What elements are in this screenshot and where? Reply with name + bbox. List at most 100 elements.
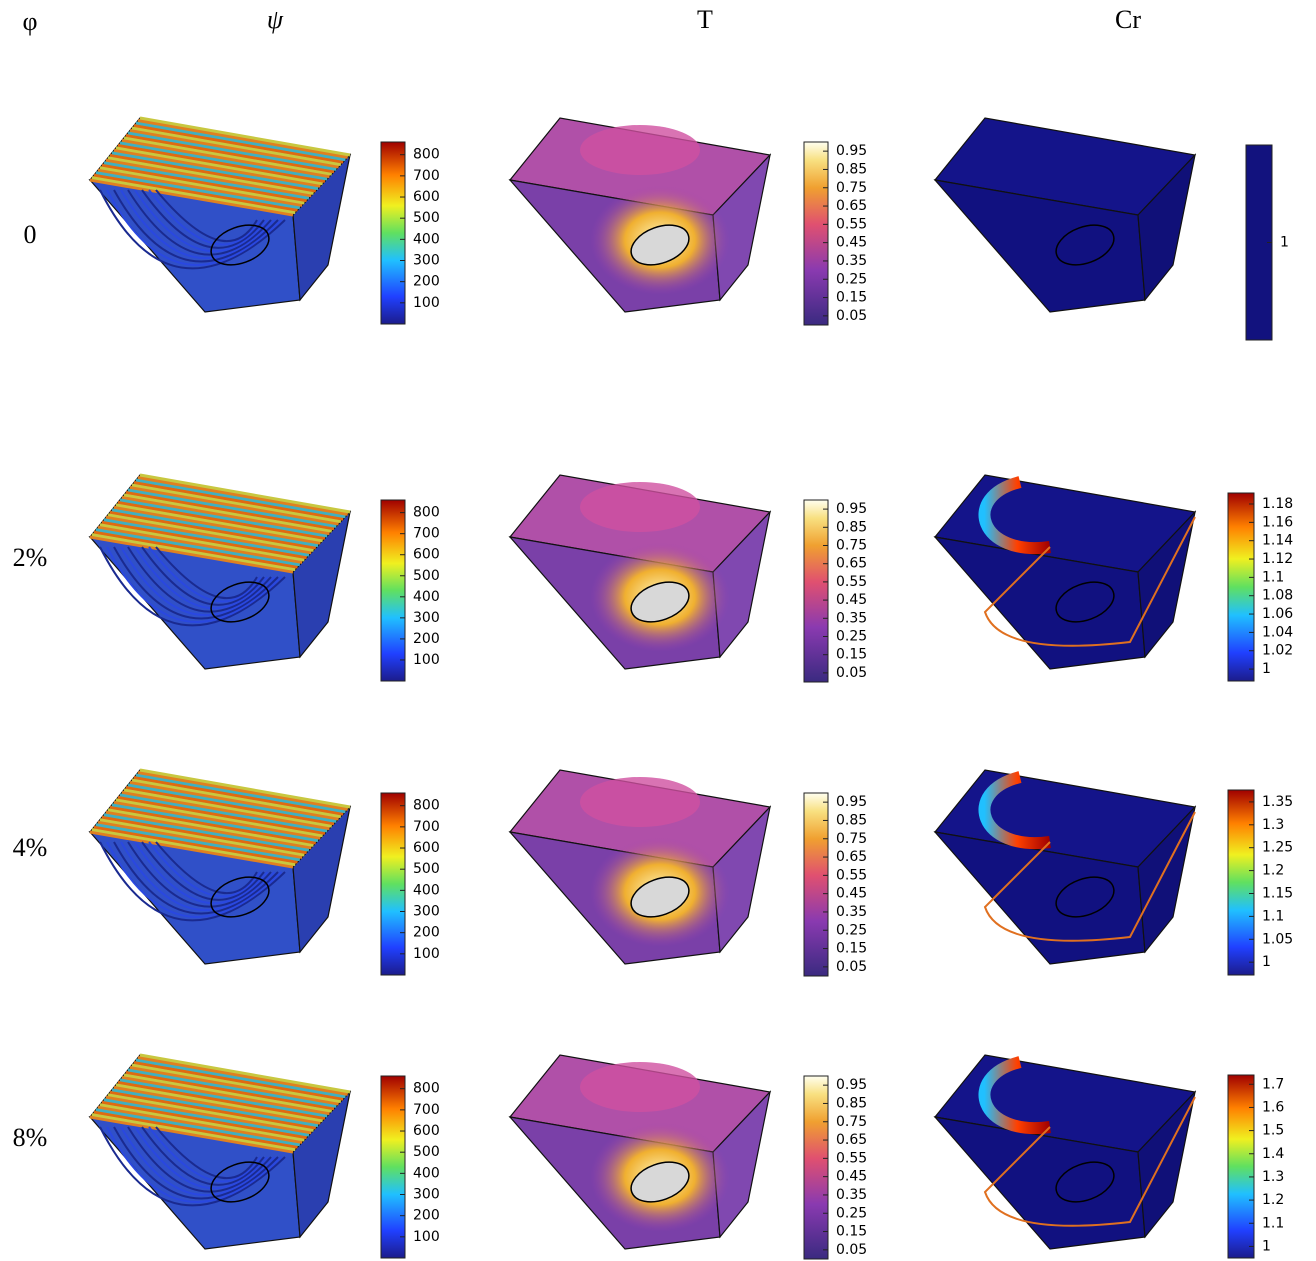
tick-label: 0.65: [836, 1132, 867, 1148]
tick-label: 0.15: [836, 941, 867, 957]
colorbar: [1228, 1075, 1254, 1258]
tick-label: 1.35: [1262, 794, 1293, 810]
tick-label: 0.05: [836, 959, 867, 975]
tick-label: 0.55: [836, 574, 867, 590]
tick-label: 0.35: [836, 1187, 867, 1203]
colorbar: [381, 1076, 405, 1258]
tick-label: 1.2: [1262, 863, 1284, 879]
tick-label: 1.3: [1262, 1169, 1284, 1185]
tick-label: 400: [413, 589, 440, 605]
tick-label: 0.85: [836, 1095, 867, 1111]
tick-label: 1: [1262, 1238, 1271, 1254]
tick-label: 1.05: [1262, 931, 1293, 947]
plume: [580, 777, 700, 827]
tick-label: 0.45: [836, 592, 867, 608]
tick-label: 0.25: [836, 922, 867, 938]
tick-label: 400: [413, 1165, 440, 1181]
tick-label: 200: [413, 925, 440, 941]
tick-label: 100: [413, 295, 440, 311]
tick-label: 0.85: [836, 519, 867, 535]
tick-label: 1.08: [1262, 588, 1293, 604]
tick-label: 300: [413, 610, 440, 626]
tick-label: 1.15: [1262, 885, 1293, 901]
row: 4%1002003004005006007008000.050.150.250.…: [13, 770, 1294, 976]
tick-label: 1.18: [1262, 496, 1293, 512]
row: 8%1002003004005006007008000.050.150.250.…: [13, 1055, 1285, 1259]
tick-label: 0.05: [836, 308, 867, 324]
tick-label: 1.2: [1262, 1192, 1284, 1208]
colorbar: [1228, 493, 1254, 681]
colorbar: [381, 500, 405, 681]
row-label: 8%: [13, 1123, 48, 1152]
plume: [580, 125, 700, 175]
tick-label: 0.45: [836, 235, 867, 251]
tick-label: 1.5: [1262, 1123, 1284, 1139]
tick-label: 0.55: [836, 867, 867, 883]
plume: [580, 1062, 700, 1112]
tick-label: 1.02: [1262, 643, 1293, 659]
tick-label: 300: [413, 1187, 440, 1203]
tick-label: 700: [413, 819, 440, 835]
tick-label: 0.65: [836, 198, 867, 214]
tick-label: 300: [413, 253, 440, 269]
tick-label: 300: [413, 904, 440, 920]
colorbar: [1228, 790, 1254, 975]
tick-label: 100: [413, 652, 440, 668]
tick-label: 0.35: [836, 253, 867, 269]
tick-label: 0.05: [836, 1242, 867, 1258]
tick-label: 1.25: [1262, 840, 1293, 856]
tick-label: 800: [413, 798, 440, 814]
tick-label: 0.65: [836, 556, 867, 572]
tick-label: 500: [413, 210, 440, 226]
tick-label: 1.1: [1262, 569, 1284, 585]
tick-label: 1.1: [1262, 908, 1284, 924]
tick-label: 500: [413, 861, 440, 877]
tick-label: 700: [413, 526, 440, 542]
column-headers: φ ψ T Cr: [22, 5, 1141, 36]
tick-label: 800: [413, 1081, 440, 1097]
tick-label: 0.75: [836, 538, 867, 554]
tick-label: 0.85: [836, 812, 867, 828]
tick-label: 800: [413, 147, 440, 163]
plume: [580, 482, 700, 532]
tick-label: 0.15: [836, 647, 867, 663]
tick-label: 1.1: [1262, 1215, 1284, 1231]
tick-label: 1: [1262, 661, 1271, 677]
tick-label: 0.95: [836, 1077, 867, 1093]
row: 2%1002003004005006007008000.050.150.250.…: [13, 475, 1294, 682]
tick-label: 0.45: [836, 886, 867, 902]
tick-label: 0.85: [836, 161, 867, 177]
column-header: Cr: [1115, 5, 1141, 34]
tick-label: 0.25: [836, 1205, 867, 1221]
tick-label: 200: [413, 1208, 440, 1224]
tick-label: 400: [413, 231, 440, 247]
tick-label: 0.15: [836, 290, 867, 306]
tick-label: 1.4: [1262, 1146, 1284, 1162]
tick-label: 200: [413, 631, 440, 647]
tick-label: 1.04: [1262, 624, 1293, 640]
row: 0 100 200 300 400 500 600 700 800 0.05 0.15 0.25 0.3…: [24, 118, 1289, 340]
tick-label: 200: [413, 274, 440, 290]
tick-label: 600: [413, 547, 440, 563]
tick-label: 1.14: [1262, 533, 1293, 549]
row-label: 4%: [13, 833, 48, 862]
column-header: φ: [22, 7, 37, 36]
tick-label: 1: [1262, 954, 1271, 970]
colorbar: [381, 793, 405, 975]
row-label: 0: [24, 220, 37, 249]
tick-label: 600: [413, 189, 440, 205]
tick-label: 0.95: [836, 143, 867, 159]
colorbar: [381, 142, 405, 324]
figure: φ ψ T Cr 0 100 200 300 400 500 600 700 800 0.05 0.…: [0, 0, 1316, 1261]
tick-label: 0.25: [836, 271, 867, 287]
tick-label: 0.55: [836, 216, 867, 232]
tick-label: 0.95: [836, 501, 867, 517]
tick-label: 0.95: [836, 794, 867, 810]
tick-label: 0.35: [836, 904, 867, 920]
tick-label: 700: [413, 168, 440, 184]
tick-label: 1.16: [1262, 514, 1293, 530]
tick-label: 0.45: [836, 1169, 867, 1185]
tick-label: 0.15: [836, 1224, 867, 1240]
tick-label: 0.75: [836, 831, 867, 847]
tick-label: 1.06: [1262, 606, 1293, 622]
